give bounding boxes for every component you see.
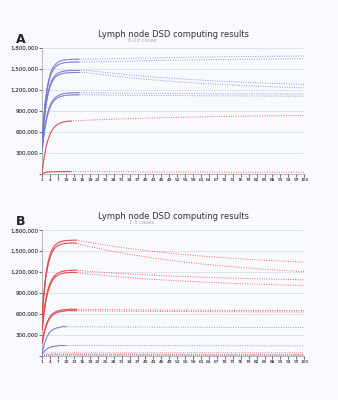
Title: Lymph node DSD computing results: Lymph node DSD computing results	[98, 212, 249, 221]
Text: A: A	[16, 33, 26, 46]
Text: B: B	[16, 215, 26, 228]
Text: 6-10 cases: 6-10 cases	[127, 38, 156, 43]
Text: 1-5 cases: 1-5 cases	[129, 220, 154, 225]
Title: Lymph node DSD computing results: Lymph node DSD computing results	[98, 30, 249, 39]
